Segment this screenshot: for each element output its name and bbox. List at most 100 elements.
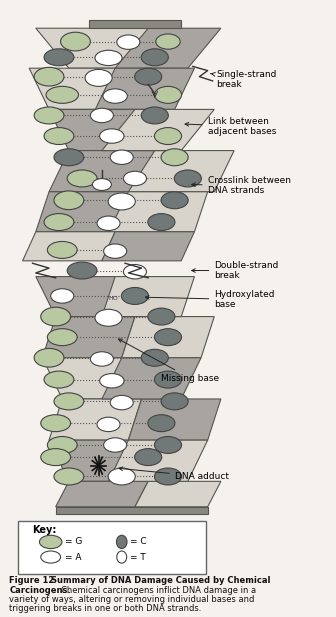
Ellipse shape <box>100 373 124 388</box>
Text: Hydroxylated
base: Hydroxylated base <box>145 290 275 309</box>
Text: Carcinogens.: Carcinogens. <box>9 586 71 595</box>
Polygon shape <box>102 109 214 151</box>
Polygon shape <box>56 481 148 507</box>
Ellipse shape <box>155 468 181 485</box>
Polygon shape <box>109 192 208 232</box>
Ellipse shape <box>155 436 181 453</box>
Polygon shape <box>89 20 181 28</box>
Polygon shape <box>135 481 221 507</box>
Ellipse shape <box>148 308 175 325</box>
Ellipse shape <box>85 69 112 86</box>
Ellipse shape <box>47 329 77 346</box>
Ellipse shape <box>54 468 84 485</box>
Text: Summary of DNA Damage Caused by Chemical: Summary of DNA Damage Caused by Chemical <box>51 576 270 586</box>
Ellipse shape <box>135 68 162 85</box>
Ellipse shape <box>41 307 71 326</box>
Ellipse shape <box>46 86 79 103</box>
Text: Single-strand
break: Single-strand break <box>210 70 276 89</box>
Polygon shape <box>109 440 208 481</box>
Ellipse shape <box>47 241 77 259</box>
Polygon shape <box>49 109 155 151</box>
Ellipse shape <box>161 149 188 166</box>
Ellipse shape <box>39 536 62 549</box>
Ellipse shape <box>117 551 127 563</box>
Ellipse shape <box>141 49 168 66</box>
Polygon shape <box>102 232 195 261</box>
Ellipse shape <box>41 449 71 466</box>
Ellipse shape <box>54 393 84 410</box>
Ellipse shape <box>51 289 74 303</box>
Ellipse shape <box>108 193 135 210</box>
Text: DNA adduct: DNA adduct <box>119 467 228 481</box>
Polygon shape <box>115 28 221 68</box>
Ellipse shape <box>90 108 114 123</box>
Ellipse shape <box>54 191 84 210</box>
Text: Double-strand
break: Double-strand break <box>192 261 279 280</box>
Ellipse shape <box>103 438 127 452</box>
Ellipse shape <box>103 89 127 103</box>
Ellipse shape <box>95 50 122 65</box>
Ellipse shape <box>155 329 181 346</box>
Text: HO: HO <box>109 296 118 301</box>
FancyBboxPatch shape <box>18 521 206 574</box>
Ellipse shape <box>47 436 77 453</box>
Polygon shape <box>95 68 195 109</box>
Text: = T: = T <box>130 553 146 561</box>
Ellipse shape <box>148 213 175 231</box>
Ellipse shape <box>155 128 181 144</box>
Polygon shape <box>36 192 128 232</box>
Polygon shape <box>128 151 234 192</box>
Ellipse shape <box>54 149 84 166</box>
Ellipse shape <box>103 244 127 259</box>
Polygon shape <box>56 507 208 514</box>
Polygon shape <box>128 399 221 440</box>
Ellipse shape <box>41 415 71 432</box>
Ellipse shape <box>155 86 181 103</box>
Ellipse shape <box>44 213 74 231</box>
Ellipse shape <box>121 288 149 304</box>
Polygon shape <box>23 232 115 261</box>
Ellipse shape <box>174 170 201 187</box>
Text: = G: = G <box>65 537 82 547</box>
Ellipse shape <box>34 67 64 86</box>
Ellipse shape <box>90 352 114 366</box>
Polygon shape <box>102 276 195 317</box>
Ellipse shape <box>97 417 120 432</box>
Polygon shape <box>29 68 135 109</box>
Text: variety of ways, altering or removing individual bases and: variety of ways, altering or removing in… <box>9 595 255 604</box>
Ellipse shape <box>110 395 133 410</box>
Ellipse shape <box>117 35 140 49</box>
Polygon shape <box>36 276 135 317</box>
Ellipse shape <box>117 536 127 549</box>
Text: Link between
adjacent bases: Link between adjacent bases <box>185 117 276 136</box>
Text: = C: = C <box>130 537 147 547</box>
Ellipse shape <box>100 129 124 143</box>
Polygon shape <box>49 399 141 440</box>
Ellipse shape <box>44 49 74 66</box>
Ellipse shape <box>148 415 175 432</box>
Ellipse shape <box>34 107 64 124</box>
Ellipse shape <box>110 150 133 165</box>
Ellipse shape <box>44 128 74 144</box>
Ellipse shape <box>161 192 188 209</box>
Polygon shape <box>42 358 141 399</box>
Ellipse shape <box>123 172 146 186</box>
Ellipse shape <box>155 371 181 388</box>
Text: Missing base: Missing base <box>119 339 219 383</box>
Ellipse shape <box>97 216 120 231</box>
Ellipse shape <box>161 393 188 410</box>
Ellipse shape <box>34 349 64 367</box>
Ellipse shape <box>156 34 180 49</box>
Polygon shape <box>49 151 155 192</box>
Ellipse shape <box>108 468 135 485</box>
Polygon shape <box>122 317 214 358</box>
Polygon shape <box>36 28 181 68</box>
Text: Key:: Key: <box>33 525 57 535</box>
Ellipse shape <box>92 178 112 191</box>
Text: Figure 12: Figure 12 <box>9 576 55 586</box>
Ellipse shape <box>60 32 90 51</box>
Ellipse shape <box>44 371 74 388</box>
Ellipse shape <box>135 449 162 466</box>
Ellipse shape <box>123 265 146 279</box>
Polygon shape <box>42 317 135 358</box>
